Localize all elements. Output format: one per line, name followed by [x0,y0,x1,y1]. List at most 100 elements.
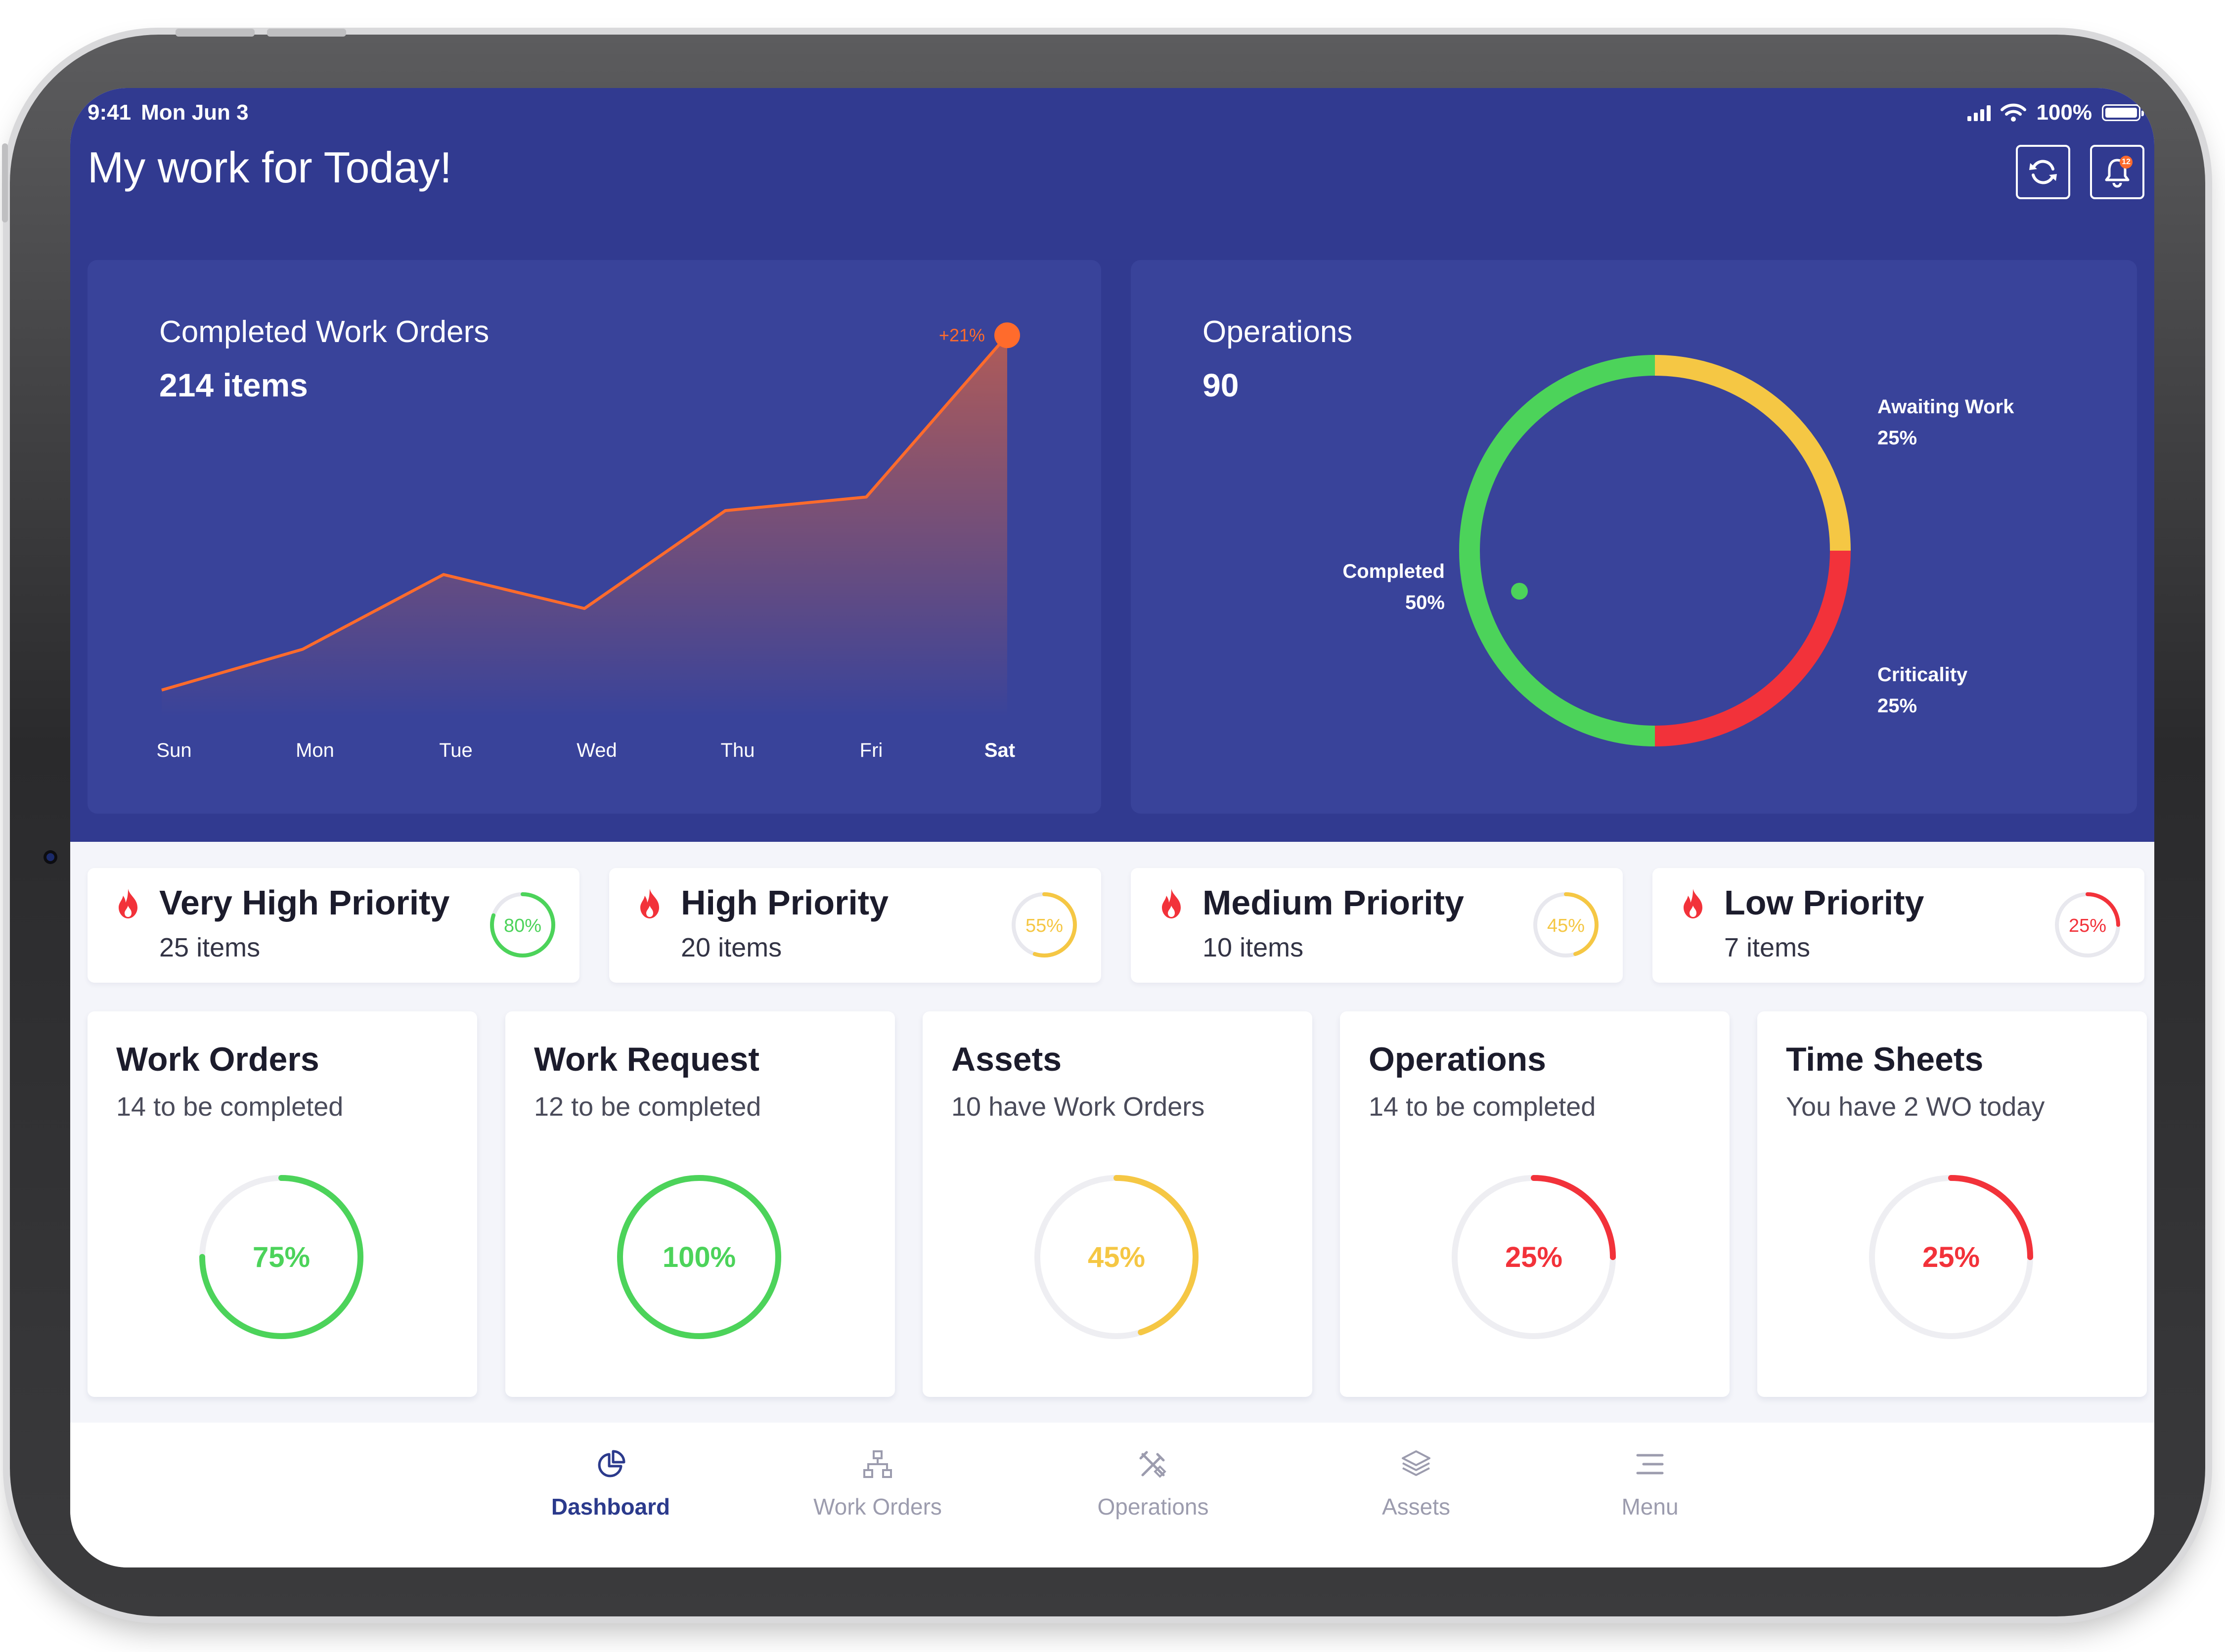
refresh-icon [2029,160,2057,184]
tab-label: Menu [1621,1494,1679,1520]
tab-label: Dashboard [551,1494,670,1520]
power-button [2,143,8,222]
tile-subtitle: 12 to be completed [534,1092,761,1122]
priority-card-low[interactable]: Low Priority 7 items 25% [1652,868,2144,983]
x-tick-label: Wed [577,739,617,761]
priority-percent: 45% [1547,915,1585,936]
flame-icon [1162,889,1181,918]
donut-segment-completed[interactable] [1459,355,1655,746]
priority-percent: 55% [1025,915,1063,936]
app-screen: 9:41 Mon Jun 3 100% My work for Today! [70,88,2154,1567]
priority-title: Medium Priority [1202,883,1464,922]
pie-chart-icon [598,1450,625,1478]
volume-button [267,29,346,37]
flame-icon [640,889,659,918]
status-bar: 9:41 Mon Jun 3 100% [88,95,2144,130]
tile-work-orders[interactable]: Work Orders 14 to be completed 75% [88,1011,477,1397]
priority-count: 7 items [1724,933,1811,962]
volume-button [176,29,255,37]
wifi-icon [2001,103,2027,122]
priority-progress-ring: 25% [2055,892,2120,957]
priority-count: 20 items [681,933,782,962]
priority-count: 25 items [159,933,261,962]
priority-progress-ring: 55% [1012,892,1077,957]
donut-segment-criticality[interactable] [1654,550,1851,746]
card-title: Operations [1202,315,1353,349]
tile-percent: 25% [1922,1241,1980,1273]
tab-label: Assets [1381,1494,1451,1520]
tab-operations[interactable]: Operations [1054,1447,1252,1520]
camera [44,850,57,864]
legend-percent: 25% [1877,427,1917,449]
bottom-tab-bar: Dashboard Work Orders Operations [70,1423,2154,1567]
x-tick-label: Sun [156,739,191,761]
tab-menu[interactable]: Menu [1551,1447,1749,1520]
legend-completed: Completed 50% [1326,561,1445,614]
flame-icon [119,889,137,918]
x-tick-label: Tue [439,739,472,761]
tile-progress-ring: 75% [199,1175,363,1339]
tile-subtitle: 14 to be completed [116,1092,344,1122]
card-value: 214 items [159,367,308,403]
priority-title: Low Priority [1724,883,1924,922]
dashboard-header: 9:41 Mon Jun 3 100% My work for Today! [70,88,2154,842]
priority-card-medium[interactable]: Medium Priority 10 items 45% [1131,868,1623,983]
tile-progress-ring: 100% [617,1175,781,1339]
tab-label: Operations [1097,1494,1209,1520]
layers-icon [1402,1450,1430,1476]
work-orders-area-chart: +21% Sun Mon Tue Wed Thu Fri Sat [156,322,1020,761]
refresh-button[interactable] [2016,145,2070,199]
legend-percent: 50% [1405,592,1445,613]
tile-percent: 100% [663,1241,736,1273]
tile-progress-ring: 25% [1452,1175,1616,1339]
tab-dashboard[interactable]: Dashboard [512,1447,710,1520]
legend-label: Completed [1342,561,1445,582]
tile-title: Work Orders [116,1041,319,1078]
operations-card[interactable]: Operations 90 Awaiting Work 25% Critical… [1131,260,2137,814]
series-line [161,334,1009,692]
x-tick-label: Fri [860,739,883,761]
priority-card-high[interactable]: High Priority 20 items 55% [609,868,1101,983]
area-fill [162,335,1007,717]
card-value: 90 [1202,367,1239,403]
tile-time-sheets[interactable]: Time Sheets You have 2 WO today 25% [1757,1011,2147,1397]
hierarchy-icon [863,1450,892,1478]
tile-operations[interactable]: Operations 14 to be completed 25% [1340,1011,1730,1397]
tile-title: Work Request [534,1041,759,1078]
priority-count: 10 items [1202,933,1304,962]
tab-work-orders[interactable]: Work Orders [779,1447,977,1520]
priority-title: High Priority [681,883,889,922]
tile-subtitle: You have 2 WO today [1786,1092,2045,1122]
tile-subtitle: 14 to be completed [1369,1092,1596,1122]
tile-assets[interactable]: Assets 10 have Work Orders 45% [923,1011,1312,1397]
tile-work-request[interactable]: Work Request 12 to be completed 100% [505,1011,895,1397]
priority-title: Very High Priority [159,883,450,922]
tab-label: Work Orders [813,1494,942,1520]
card-title: Completed Work Orders [159,315,490,349]
legend-awaiting-work: Awaiting Work 25% [1877,396,2014,449]
tile-progress-ring: 45% [1034,1175,1199,1339]
donut-segment-awaiting-work[interactable] [1654,355,1851,551]
latest-point[interactable] [994,322,1020,348]
completed-work-orders-card[interactable]: Completed Work Orders 214 items +21% Sun… [88,260,1101,814]
legend-percent: 25% [1877,695,1917,717]
tab-assets[interactable]: Assets [1317,1447,1515,1520]
tile-percent: 75% [253,1241,310,1273]
flame-icon [1684,889,1702,918]
priority-card-very-high[interactable]: Very High Priority 25 items 80% [88,868,579,983]
tile-progress-ring: 25% [1869,1175,2033,1339]
tile-subtitle: 10 have Work Orders [951,1092,1205,1122]
legend-criticality: Criticality 25% [1877,664,1967,717]
notification-badge: 12 [2120,156,2133,169]
operations-donut-chart [1459,355,1851,746]
tile-percent: 45% [1088,1241,1145,1273]
x-tick-label: Sat [984,739,1015,761]
completed-marker [1511,583,1528,600]
tile-title: Time Sheets [1786,1041,1984,1078]
legend-label: Awaiting Work [1877,396,2014,418]
battery-percent: 100% [2036,100,2092,125]
tile-title: Assets [951,1041,1062,1078]
tile-percent: 25% [1505,1241,1562,1273]
notifications-button[interactable]: 12 [2090,145,2144,199]
page-title: My work for Today! [88,143,452,192]
